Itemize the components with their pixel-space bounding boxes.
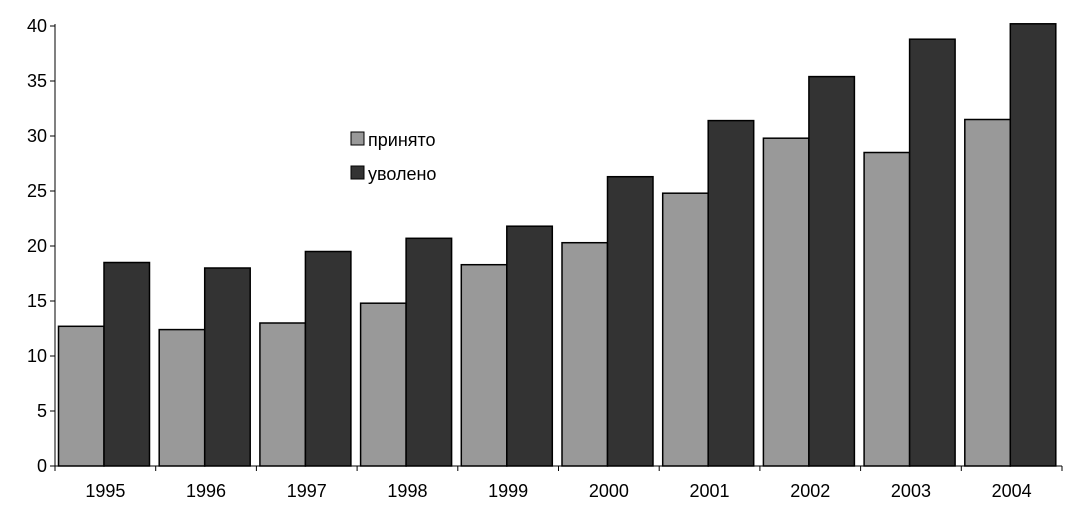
y-tick-label: 5	[37, 401, 47, 421]
x-tick-label-1997: 1997	[287, 481, 327, 501]
bar-уволено-2004	[1009, 23, 1057, 467]
bar-уволено-1997	[304, 250, 352, 467]
y-tick-label: 35	[27, 71, 47, 91]
legend-label-уволено: уволено	[368, 164, 436, 184]
bar-принято-2002	[762, 137, 810, 467]
x-tick-label-2004: 2004	[992, 481, 1032, 501]
bar-уволено-2001	[707, 119, 755, 467]
bar-принято-2000	[561, 241, 609, 467]
legend-swatch-уволено	[350, 165, 365, 180]
x-ticks-group: 1995 1996 1997 1998 1999 2000 2001 2002 2003 2004	[54, 466, 1063, 501]
bar-принято-2001	[661, 192, 709, 467]
bar-уволено-1995	[103, 261, 151, 467]
y-tick-label: 20	[27, 236, 47, 256]
bar-уволено-1996	[203, 267, 251, 467]
bar-уволено-2003	[908, 38, 956, 467]
x-tick-label-2002: 2002	[790, 481, 830, 501]
bars-group	[57, 23, 1057, 467]
y-tick-label: 0	[37, 456, 47, 476]
y-tick-label: 40	[27, 16, 47, 36]
bar-принято-1999	[460, 263, 508, 467]
x-tick-label-1996: 1996	[186, 481, 226, 501]
legend-label-принято: принято	[368, 130, 436, 150]
x-tick-label-2001: 2001	[690, 481, 730, 501]
bar-уволено-1999	[506, 225, 554, 467]
x-tick-label-2000: 2000	[589, 481, 629, 501]
x-tick-label-1999: 1999	[488, 481, 528, 501]
x-tick-label-2003: 2003	[891, 481, 931, 501]
x-tick-label-1998: 1998	[387, 481, 427, 501]
bar-принято-2004	[964, 118, 1012, 467]
y-tick-label: 30	[27, 126, 47, 146]
bar-принято-1995	[57, 325, 105, 467]
bar-принято-1996	[158, 328, 206, 467]
y-ticks-group: 0 5 10 15 20 25 30 35 40	[27, 16, 55, 476]
bar-уволено-1998	[405, 237, 453, 467]
bar-принято-1998	[359, 302, 407, 467]
y-tick-label: 15	[27, 291, 47, 311]
y-tick-label: 25	[27, 181, 47, 201]
legend-swatch-принято	[350, 131, 365, 146]
bar-уволено-2002	[808, 75, 856, 467]
bar-принято-1997	[259, 322, 307, 467]
y-tick-label: 10	[27, 346, 47, 366]
bar-уволено-2000	[606, 175, 654, 467]
x-tick-label-1995: 1995	[85, 481, 125, 501]
bar-принято-2003	[863, 151, 911, 467]
legend: принято уволено	[350, 130, 436, 184]
